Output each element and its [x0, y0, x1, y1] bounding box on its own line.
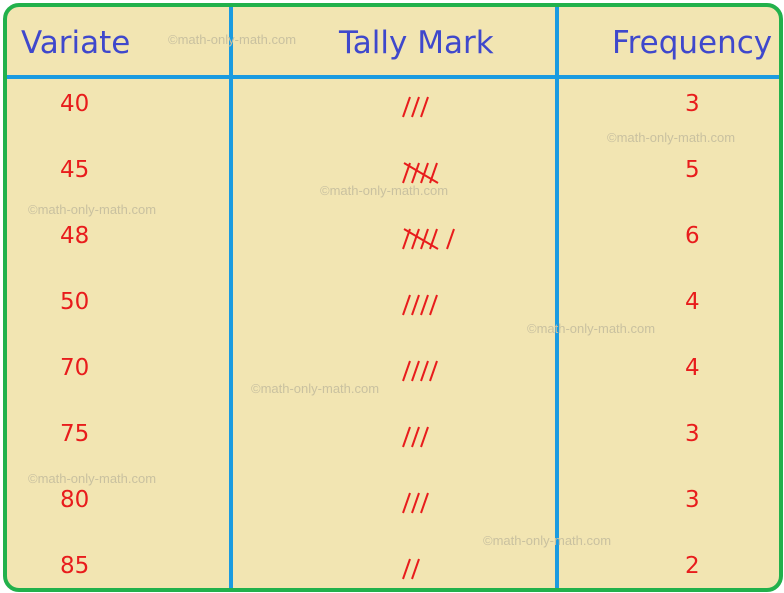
tally-stroke — [411, 162, 420, 184]
variate-cell: 75 — [60, 421, 90, 447]
tally-mark-cell — [397, 353, 467, 389]
watermark: ©math-only-math.com — [607, 130, 736, 145]
tally-mark-cell — [397, 89, 467, 125]
tally-stroke — [411, 294, 420, 316]
variate-cell: 48 — [60, 223, 90, 249]
frequency-cell: 3 — [685, 421, 700, 447]
tally-stroke — [420, 360, 429, 382]
watermark: ©math-only-math.com — [483, 533, 612, 548]
tally-stroke — [402, 558, 411, 580]
frequency-cell: 2 — [685, 553, 700, 579]
tally-stroke — [420, 96, 429, 118]
header-frequency: Frequency — [612, 25, 773, 61]
frequency-cell: 4 — [685, 355, 700, 381]
frequency-cell: 6 — [685, 223, 700, 249]
header-variate: Variate — [21, 25, 131, 61]
watermark: ©math-only-math.com — [527, 321, 656, 336]
tally-stroke — [402, 492, 411, 514]
frequency-cell: 5 — [685, 157, 700, 183]
tally-cross-stroke — [403, 162, 439, 184]
tally-cross-stroke — [403, 228, 439, 250]
tally-stroke — [411, 360, 420, 382]
tally-stroke — [429, 360, 438, 382]
variate-cell: 80 — [60, 487, 90, 513]
header-divider — [7, 75, 779, 79]
tally-stroke — [411, 558, 420, 580]
header-tally-mark: Tally Mark — [339, 25, 494, 61]
tally-mark-cell — [397, 155, 467, 191]
tally-stroke — [446, 228, 455, 250]
tally-stroke — [402, 426, 411, 448]
frequency-cell: 3 — [685, 91, 700, 117]
column-divider-1 — [229, 7, 233, 588]
variate-cell: 45 — [60, 157, 90, 183]
watermark: ©math-only-math.com — [28, 471, 157, 486]
tally-stroke — [411, 228, 420, 250]
column-divider-2 — [555, 7, 559, 588]
variate-cell: 85 — [60, 553, 90, 579]
watermark: ©math-only-math.com — [168, 32, 297, 47]
tally-stroke — [411, 426, 420, 448]
frequency-cell: 4 — [685, 289, 700, 315]
variate-cell: 50 — [60, 289, 90, 315]
watermark: ©math-only-math.com — [28, 202, 157, 217]
tally-stroke — [411, 96, 420, 118]
tally-stroke — [420, 162, 429, 184]
tally-stroke — [402, 294, 411, 316]
tally-stroke — [402, 96, 411, 118]
tally-mark-cell — [397, 551, 467, 587]
tally-stroke — [420, 426, 429, 448]
frequency-cell: 3 — [685, 487, 700, 513]
tally-stroke — [420, 492, 429, 514]
tally-table: Variate Tally Mark Frequency 40 3 45 5 48 6 50… — [3, 3, 783, 592]
tally-stroke — [402, 360, 411, 382]
tally-stroke — [420, 294, 429, 316]
tally-mark-cell — [397, 221, 467, 257]
variate-cell: 40 — [60, 91, 90, 117]
tally-mark-cell — [397, 485, 467, 521]
tally-stroke — [411, 492, 420, 514]
tally-mark-cell — [397, 419, 467, 455]
tally-stroke — [429, 294, 438, 316]
watermark: ©math-only-math.com — [251, 381, 380, 396]
tally-mark-cell — [397, 287, 467, 323]
watermark: ©math-only-math.com — [320, 183, 449, 198]
tally-stroke — [420, 228, 429, 250]
variate-cell: 70 — [60, 355, 90, 381]
